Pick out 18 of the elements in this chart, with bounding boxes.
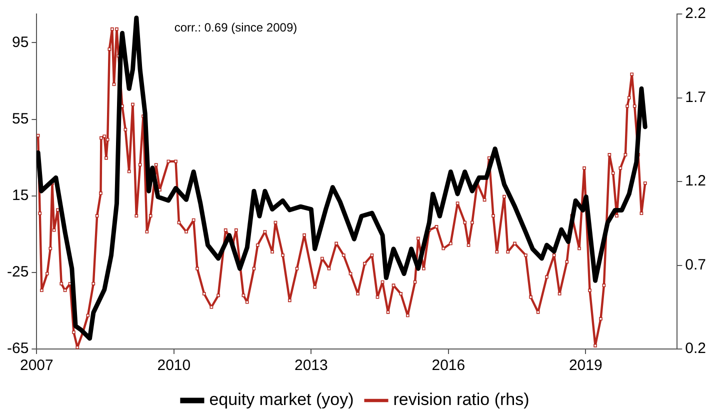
x-tick-label: 2010 [157, 357, 191, 374]
x-tick-label: 2016 [432, 357, 466, 374]
y-tick-label: -65 [6, 340, 29, 358]
annotation: corr.: 0.69 (since 2009) [174, 20, 298, 34]
x-tick-label: 2013 [294, 357, 328, 374]
y2-tick-label: 0.2 [685, 340, 706, 358]
y-tick-label: 95 [12, 34, 29, 51]
y2-tick-label: 2.2 [685, 5, 706, 22]
y-tick-label: 15 [12, 187, 29, 204]
x-tick-label: 2019 [568, 357, 602, 374]
y2-tick-label: 1.7 [685, 88, 706, 106]
y2-tick-label: 1.2 [685, 172, 706, 190]
x-tick-label: 2007 [20, 357, 54, 374]
y-tick-label: 55 [12, 110, 29, 128]
y-tick-label: -25 [6, 264, 29, 281]
y2-tick-label: 0.7 [685, 256, 706, 274]
legend-label: revision ratio (rhs) [393, 390, 530, 410]
legend-label: equity market (yoy) [209, 390, 354, 410]
